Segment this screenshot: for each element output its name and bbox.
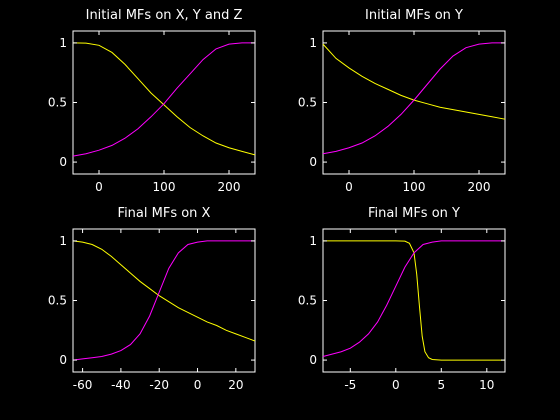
subplot-4-xtick-label: 10 [479, 378, 494, 392]
subplot-3-ytick-label: 1 [59, 234, 67, 248]
subplot-3-xtick-label: -40 [111, 378, 131, 392]
subplot-4-ytick-label: 0 [309, 353, 317, 367]
subplot-1-ytick-label: 0.5 [48, 96, 67, 110]
subplot-4-xtick-label: 5 [437, 378, 445, 392]
subplot-2-xtick-label: 0 [345, 180, 353, 194]
subplot-1-xtick-label: 0 [95, 180, 103, 194]
subplot-4-series-2-line [322, 240, 505, 357]
subplot-1-axes [72, 30, 256, 175]
subplot-4-series-1-line [323, 240, 505, 361]
subplot-1-xtick-label: 100 [153, 180, 176, 194]
subplot-4-xtick-label: 0 [392, 378, 400, 392]
subplot-1-title: Initial MFs on X, Y and Z [86, 8, 243, 23]
subplot-1-xtick-label: 200 [218, 180, 241, 194]
subplot-3-xtick-label: -60 [73, 378, 93, 392]
subplot-3-title: Final MFs on X [118, 206, 211, 221]
subplot-3-xtick-label: 20 [228, 378, 243, 392]
subplot-1: Initial MFs on X, Y and Z 0 100 200 0 0.5 1 [48, 8, 256, 194]
subplot-4-title: Final MFs on Y [368, 206, 460, 221]
subplot-2-xtick-label: 100 [403, 180, 426, 194]
subplot-1-series-1-line [72, 42, 256, 156]
subplot-3-axes [72, 228, 256, 373]
subplot-2-ytick-label: 0.5 [298, 96, 317, 110]
subplot-1-series-2-line [72, 42, 255, 157]
subplot-2-xtick-label: 200 [468, 180, 491, 194]
subplot-3-xtick-label: 0 [194, 378, 202, 392]
subplot-4: Final MFs on Y -5 0 5 10 0 0.5 1 [298, 206, 506, 392]
subplot-4-ytick-label: 0.5 [298, 294, 317, 308]
subplot-2: Initial MFs on Y 0 100 200 0 0.5 1 [298, 8, 506, 194]
subplot-4-ytick-label: 1 [309, 234, 317, 248]
subplot-3-series-2-line [72, 240, 255, 361]
subplot-3-ytick-label: 0 [59, 353, 67, 367]
subplot-4-axes [322, 228, 506, 373]
subplot-2-series-2-line [322, 42, 505, 155]
subplot-4-xtick-label: -5 [344, 378, 356, 392]
subplot-1-ytick-label: 0 [59, 155, 67, 169]
subplot-2-axes [322, 30, 506, 175]
subplot-2-title: Initial MFs on Y [365, 8, 463, 23]
subplot-3: Final MFs on X -60 -40 -20 0 20 0 0.5 1 [48, 206, 256, 392]
subplot-3-series-1-line [72, 240, 256, 342]
subplot-3-xtick-label: -20 [149, 378, 169, 392]
subplot-2-ytick-label: 1 [309, 36, 317, 50]
subplot-3-ytick-label: 0.5 [48, 294, 67, 308]
subplot-2-ytick-label: 0 [309, 155, 317, 169]
subplot-1-ytick-label: 1 [59, 36, 67, 50]
